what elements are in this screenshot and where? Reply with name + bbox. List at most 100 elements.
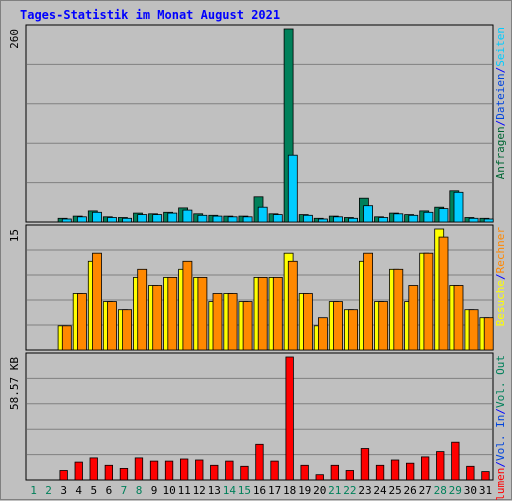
x-tick-label: 30: [464, 484, 477, 497]
bar-dateien: [483, 218, 494, 223]
bar-volumen: [119, 467, 129, 481]
bar-volumen: [360, 448, 370, 481]
bar-rechner: [483, 317, 494, 351]
x-tick-label: 23: [358, 484, 371, 497]
right-legend-top: Anfragen/Dateien/Seiten: [494, 27, 507, 179]
bar-volumen: [225, 460, 234, 481]
bar-dateien: [317, 218, 328, 223]
bar-volumen: [300, 464, 309, 481]
legend-label: Rechner: [494, 227, 507, 274]
bar-rechner: [302, 293, 313, 351]
bar-dateien: [152, 214, 163, 223]
x-tick-label: 4: [75, 484, 82, 497]
bar-dateien: [453, 191, 464, 223]
bar-dateien: [197, 214, 208, 223]
x-tick-label: 31: [479, 484, 492, 497]
bar-dateien: [167, 212, 178, 223]
bar-volumen: [270, 460, 279, 481]
bar-dateien: [61, 218, 72, 223]
bar-rechner: [61, 325, 72, 351]
x-tick-label: 1: [30, 484, 37, 497]
x-tick-label: 28: [434, 484, 447, 497]
bar-volumen: [104, 464, 113, 481]
bar-rechner: [438, 236, 449, 351]
bar-rechner: [423, 252, 434, 351]
right-legend-middle: Besuche/Rechner: [494, 227, 507, 327]
legend-label: /: [494, 408, 507, 415]
bar-volumen: [179, 458, 189, 481]
bar-volumen: [466, 465, 475, 481]
bar-dateien: [122, 217, 132, 223]
bar-dateien: [107, 217, 117, 223]
bar-rechner: [453, 285, 464, 351]
bar-volumen: [255, 443, 264, 481]
x-tick-label: 3: [60, 484, 67, 497]
x-tick-label: 29: [449, 484, 462, 497]
x-tick-label: 7: [121, 484, 128, 497]
bar-dateien: [92, 211, 102, 223]
bar-dateien: [287, 154, 298, 223]
bar-dateien: [182, 209, 193, 223]
bar-volumen: [195, 459, 204, 481]
y-max-label-top: 260: [8, 29, 21, 49]
x-tick-label: 14: [223, 484, 237, 497]
bar-volumen: [240, 465, 249, 481]
bar-rechner: [287, 260, 298, 351]
x-tick-label: 10: [162, 484, 175, 497]
bar-volumen: [89, 457, 98, 481]
x-tick-label: 6: [106, 484, 113, 497]
bar-rechner: [408, 285, 419, 351]
bar-rechner: [378, 301, 389, 351]
bar-dateien: [348, 217, 359, 223]
bar-volumen: [345, 470, 355, 481]
x-tick-label: 8: [136, 484, 143, 497]
x-tick-label: 15: [238, 484, 251, 497]
x-tick-label: 17: [268, 484, 281, 497]
bar-volumen: [330, 464, 340, 481]
bar-dateien: [272, 214, 283, 223]
x-tick-label: 27: [419, 484, 432, 497]
x-tick-label: 2: [45, 484, 52, 497]
x-tick-label: 9: [151, 484, 158, 497]
bar-dateien: [212, 215, 223, 223]
bar-rechner: [197, 276, 208, 351]
bar-rechner: [348, 309, 359, 351]
x-tick-label: 22: [343, 484, 356, 497]
bar-rechner: [272, 276, 283, 351]
right-legend-bottom: Volumen/Vol. In/Vol. Out: [494, 355, 507, 501]
bar-dateien: [438, 208, 449, 223]
x-tick-label: 20: [313, 484, 326, 497]
bar-dateien: [242, 216, 253, 223]
x-tick-label: 5: [90, 484, 97, 497]
bar-dateien: [423, 211, 434, 223]
legend-label: Anfragen: [494, 126, 507, 179]
plot-area-top: [25, 24, 494, 223]
bar-dateien: [363, 205, 374, 223]
bar-volumen: [285, 356, 294, 481]
bar-dateien: [257, 206, 268, 223]
x-tick-label: 13: [208, 484, 221, 497]
bar-rechner: [257, 276, 268, 351]
legend-label: Vol. Out: [494, 355, 507, 408]
bar-rechner: [107, 301, 117, 351]
bar-volumen: [315, 474, 324, 481]
bar-volumen: [390, 459, 400, 481]
x-tick-label: 25: [388, 484, 401, 497]
y-max-label-middle: 15: [8, 229, 21, 242]
legend-label: /: [494, 273, 507, 280]
bar-rechner: [182, 260, 193, 351]
legend-label: Volumen: [494, 468, 507, 501]
bar-dateien: [393, 213, 404, 223]
legend-label: /: [494, 461, 507, 468]
bar-rechner: [77, 293, 87, 351]
bar-volumen: [134, 457, 144, 481]
page-title: Tages-Statistik im Monat August 2021: [20, 8, 281, 22]
bar-volumen: [451, 441, 460, 481]
bar-dateien: [227, 216, 238, 223]
bar-volumen: [59, 470, 68, 481]
bar-volumen: [164, 460, 174, 481]
bar-volumen: [405, 462, 415, 481]
bar-dateien: [302, 214, 313, 223]
